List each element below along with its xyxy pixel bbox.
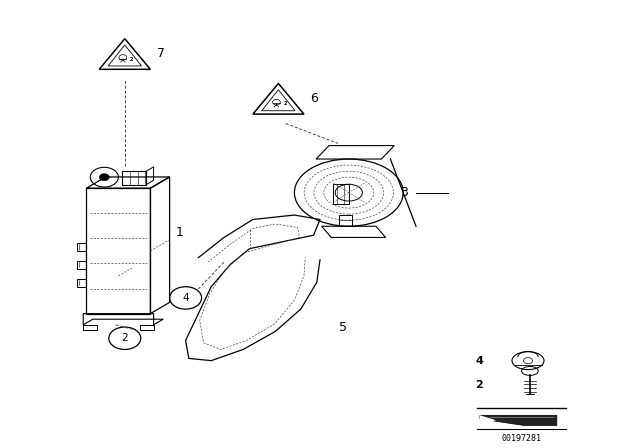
Text: 4: 4 (476, 356, 483, 366)
Bar (77, 261, 86, 269)
Text: 2: 2 (130, 56, 133, 61)
Text: 3: 3 (400, 186, 408, 199)
Text: 1: 1 (176, 226, 184, 240)
Text: 2: 2 (476, 380, 483, 390)
Text: 00197281: 00197281 (502, 434, 541, 443)
Text: 7: 7 (157, 47, 165, 60)
Bar (339, 215, 352, 226)
Text: 6: 6 (310, 92, 318, 105)
Bar (77, 279, 86, 287)
Bar (122, 171, 146, 185)
Text: 5: 5 (339, 320, 348, 334)
Text: 2: 2 (284, 101, 287, 106)
Circle shape (99, 174, 109, 181)
Bar (140, 325, 154, 330)
Bar (333, 184, 349, 204)
Polygon shape (480, 415, 496, 426)
Bar (77, 243, 86, 251)
Bar (83, 325, 97, 330)
Polygon shape (480, 415, 557, 426)
Text: 2: 2 (122, 333, 128, 343)
Text: 4: 4 (182, 293, 189, 303)
